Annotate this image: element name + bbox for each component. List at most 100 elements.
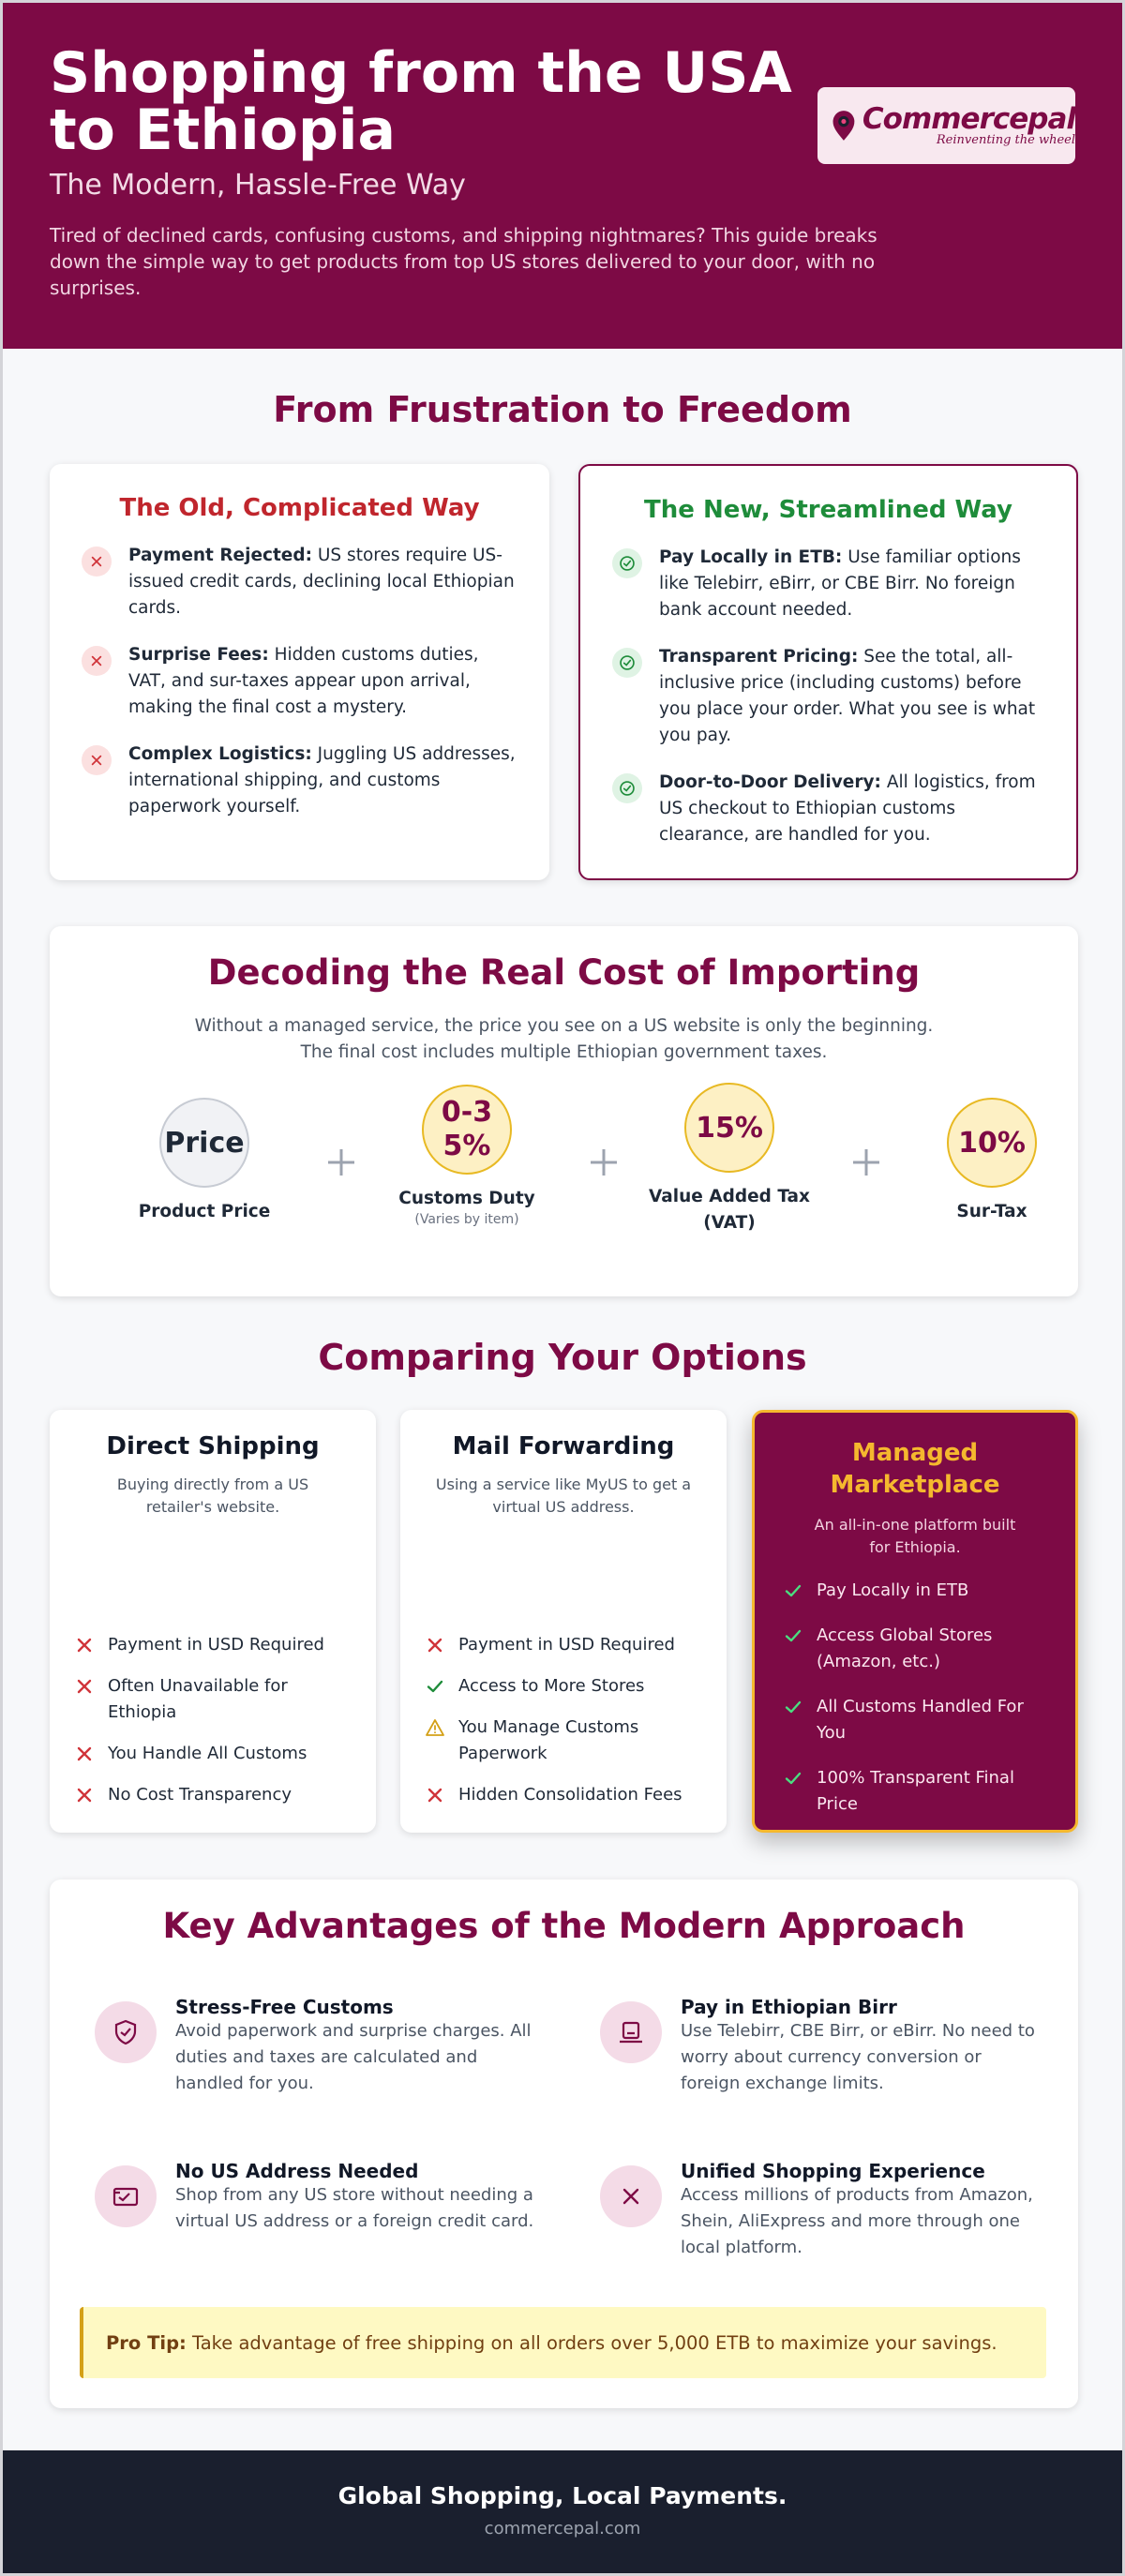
- list-item: Surprise Fees: Hidden customs duties, VA…: [82, 642, 518, 721]
- feature-text: Payment in USD Required: [458, 1635, 675, 1655]
- pro-tip: Pro Tip: Take advantage of free shipping…: [80, 2307, 1046, 2378]
- feature: All Customs Handled For You: [779, 1694, 1051, 1746]
- feature-text: You Manage Customs Paperwork: [458, 1717, 639, 1763]
- footer-url: commercepal.com: [484, 2519, 641, 2539]
- feature-list: Pay Locally in ETB Access Global Stores (…: [779, 1559, 1051, 1818]
- advantage-title: No US Address Needed: [175, 2160, 419, 2182]
- icon: [620, 655, 635, 670]
- advantage-icon: [95, 2165, 157, 2227]
- feature-text: You Handle All Customs: [108, 1744, 308, 1763]
- icon: [620, 2021, 642, 2044]
- cost-circle: Price: [159, 1098, 249, 1188]
- advantage-icon: [95, 2001, 157, 2063]
- icon: [428, 1788, 442, 1803]
- feature-text: Payment in USD Required: [108, 1635, 324, 1655]
- advantage-icon: [600, 2001, 662, 2063]
- card-title: The Old, Complicated Way: [119, 494, 480, 522]
- icon: [77, 1679, 92, 1694]
- item-label: Surprise Fees:: [128, 645, 269, 665]
- feature-text: Often Unavailable for Ethiopia: [108, 1676, 288, 1722]
- section-title: From Frustration to Freedom: [273, 389, 852, 430]
- tip-text: Take advantage of free shipping on all o…: [192, 2331, 998, 2354]
- feature: 100% Transparent Final Price: [779, 1765, 1051, 1818]
- footer-tagline: Global Shopping, Local Payments.: [338, 2482, 788, 2509]
- footer: Global Shopping, Local Payments. commerc…: [3, 2450, 1122, 2573]
- icon: [91, 755, 102, 766]
- list-item: Complex Logistics: Juggling US addresses…: [82, 741, 518, 820]
- feature: Payment in USD Required: [74, 1632, 352, 1658]
- advantage: No US Address Needed Shop from any US sto…: [95, 2160, 535, 2235]
- cost-label: Product Price: [138, 1202, 271, 1221]
- feature-list: Payment in USD Required Often Unavailable…: [74, 1617, 352, 1808]
- option-desc: An all-in-one platform built for Ethiopi…: [814, 1516, 1016, 1556]
- cost-value: 15%: [696, 1111, 763, 1145]
- feature: Often Unavailable for Ethiopia: [74, 1673, 352, 1726]
- logo: Commercepal Reinventing the wheel: [818, 87, 1076, 164]
- item-desc: Juggling US addresses, international shi…: [128, 744, 516, 816]
- advantage: Pay in Ethiopian Birr Use Telebirr, CBE B…: [600, 1996, 1041, 2097]
- icon: [620, 781, 635, 796]
- option-desc: Using a service like MyUS to get a virtu…: [435, 1475, 692, 1516]
- feature-text: Pay Locally in ETB: [817, 1580, 969, 1600]
- feature: Payment in USD Required: [425, 1632, 702, 1658]
- icon: [77, 1746, 92, 1761]
- icon: [77, 1638, 92, 1653]
- advantages-title: Key Advantages of the Modern Approach: [162, 1906, 966, 1946]
- cost-intro: Without a managed service, the price you…: [194, 1016, 934, 1062]
- icon: [785, 1584, 802, 1597]
- advantages-card: Key Advantages of the Modern Approach St…: [50, 1880, 1078, 2408]
- icon: [112, 2187, 139, 2207]
- header: Shopping from the USA to Ethiopia The Mo…: [3, 3, 1122, 349]
- title: Shopping from the USA to Ethiopia: [50, 40, 792, 163]
- option-title: Managed Marketplace: [830, 1439, 1000, 1499]
- plus-sign: [591, 1149, 617, 1176]
- item-desc: Hidden customs duties, VAT, and sur-taxe…: [128, 645, 479, 717]
- item-icon: [612, 548, 642, 578]
- cost-item: 0-35% Customs Duty (Varies by item): [354, 1085, 579, 1227]
- plus-sign: [853, 1149, 879, 1176]
- list-item: Door-to-Door Delivery: All logistics, fr…: [612, 770, 1044, 848]
- item-icon: [82, 745, 112, 775]
- option-card: Managed Marketplace An all-in-one platfo…: [752, 1410, 1078, 1833]
- item-label: Complex Logistics:: [128, 744, 312, 764]
- advantage-icon: [600, 2165, 662, 2227]
- feature-text: No Cost Transparency: [108, 1785, 292, 1805]
- item-text: Surprise Fees: Hidden customs duties, VA…: [128, 642, 518, 721]
- cost-label: Value Added Tax (VAT): [649, 1187, 810, 1233]
- advantage: Stress-Free Customs Avoid paperwork and s…: [95, 1996, 535, 2097]
- feature: You Handle All Customs: [74, 1741, 352, 1767]
- advantage-title: Unified Shopping Experience: [681, 2160, 985, 2182]
- cost-item: 10% Sur-Tax: [879, 1098, 1104, 1225]
- item-label: Pay Locally in ETB:: [659, 547, 843, 567]
- item-label: Transparent Pricing:: [659, 647, 859, 666]
- cost-circle: 15%: [684, 1083, 774, 1173]
- icon: [77, 1788, 92, 1803]
- card-title: The New, Streamlined Way: [644, 496, 1012, 524]
- advantage-text: Shop from any US store without needing a…: [175, 2185, 534, 2231]
- item-text: Door-to-Door Delivery: All logistics, fr…: [659, 770, 1044, 848]
- icon: [785, 1772, 802, 1785]
- advantage-title: Stress-Free Customs: [175, 1996, 394, 2018]
- cost-label: Customs Duty: [398, 1189, 535, 1208]
- item-text: Complex Logistics: Juggling US addresses…: [128, 741, 518, 820]
- cost-label: Sur-Tax: [956, 1202, 1028, 1221]
- feature-text: Access to More Stores: [458, 1676, 645, 1696]
- item-text: Transparent Pricing: See the total, all-…: [659, 644, 1044, 749]
- feature: Access Global Stores (Amazon, etc.): [779, 1623, 1051, 1675]
- icon: [427, 1680, 443, 1693]
- icon: [114, 2019, 137, 2045]
- subtitle: The Modern, Hassle-Free Way: [50, 169, 466, 202]
- item-text: Payment Rejected: US stores require US-i…: [128, 543, 518, 622]
- feature: Pay Locally in ETB: [779, 1578, 1051, 1604]
- list-item: Pay Locally in ETB: Use familiar options…: [612, 545, 1044, 623]
- cost-card: Decoding the Real Cost of Importing With…: [50, 926, 1078, 1296]
- cost-value: 0-35%: [441, 1096, 493, 1162]
- section-title: Comparing Your Options: [318, 1337, 807, 1378]
- cost-title: Decoding the Real Cost of Importing: [207, 952, 921, 993]
- cost-value: 10%: [958, 1126, 1026, 1160]
- new-way-card: The New, Streamlined Way Pay Locally in …: [578, 464, 1078, 880]
- plus-sign: [328, 1149, 354, 1176]
- feature-list: Payment in USD Required Access to More St…: [425, 1617, 702, 1808]
